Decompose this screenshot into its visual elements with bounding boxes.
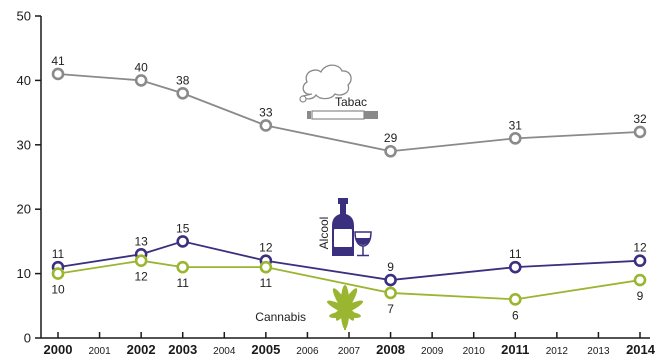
data-label-tabac: 40 bbox=[134, 60, 148, 74]
series-name-tabac: Tabac bbox=[335, 95, 367, 109]
x-tick-label: 2005 bbox=[251, 342, 280, 357]
data-point-tabac bbox=[176, 86, 190, 100]
x-tick-label: 2002 bbox=[127, 342, 156, 357]
y-tick-label: 40 bbox=[17, 73, 31, 88]
data-point-cannabis bbox=[508, 293, 522, 306]
data-label-alcool: 11 bbox=[509, 247, 522, 261]
axes: 0 10 20 30 40 50 2000 2001 2002 2003 2004 2005 2006 2… bbox=[17, 9, 656, 358]
data-point-tabac bbox=[633, 125, 647, 139]
data-label-cannabis: 10 bbox=[51, 283, 65, 297]
series-tabac: 41 40 38 33 29 31 32 bbox=[51, 54, 647, 158]
data-label-tabac: 31 bbox=[509, 118, 523, 132]
data-label-alcool: 11 bbox=[52, 247, 65, 261]
data-label-cannabis: 11 bbox=[260, 276, 273, 290]
x-tick-label: 2011 bbox=[501, 342, 529, 357]
data-label-alcool: 15 bbox=[176, 221, 190, 235]
data-point-cannabis bbox=[633, 273, 647, 287]
data-label-cannabis: 7 bbox=[387, 302, 394, 316]
data-label-cannabis: 9 bbox=[637, 289, 644, 303]
y-tick-label: 50 bbox=[17, 9, 31, 24]
x-tick-label: 2006 bbox=[296, 346, 319, 357]
data-point-cannabis bbox=[51, 267, 65, 280]
data-point-alcool bbox=[176, 235, 190, 248]
data-point-tabac bbox=[508, 132, 522, 145]
data-label-tabac: 29 bbox=[384, 131, 398, 145]
x-tick-label: 2004 bbox=[213, 346, 236, 357]
x-tick-label: 2001 bbox=[88, 346, 111, 357]
data-label-tabac: 33 bbox=[259, 105, 273, 119]
cannabis-leaf-icon bbox=[326, 285, 364, 330]
x-tick-label: 2008 bbox=[376, 342, 405, 357]
data-point-tabac bbox=[134, 74, 148, 87]
x-tick-label: 2003 bbox=[168, 342, 197, 357]
series-cannabis: 10 12 11 11 7 6 9 bbox=[51, 254, 647, 322]
data-label-alcool: 13 bbox=[134, 234, 148, 248]
data-point-alcool bbox=[384, 273, 397, 287]
x-tick-label: 2000 bbox=[44, 342, 73, 357]
data-point-tabac bbox=[384, 144, 397, 158]
x-tick-label: 2010 bbox=[463, 346, 486, 357]
data-label-alcool: 12 bbox=[259, 241, 273, 255]
data-label-cannabis: 6 bbox=[512, 308, 519, 322]
data-point-cannabis bbox=[384, 286, 397, 300]
wine-bottle-glass-icon bbox=[332, 198, 372, 257]
data-label-tabac: 32 bbox=[633, 112, 647, 126]
series-name-alcool: Alcool bbox=[317, 217, 331, 250]
data-label-alcool: 9 bbox=[387, 260, 394, 274]
data-label-cannabis: 12 bbox=[134, 270, 148, 284]
x-tick-label: 2013 bbox=[587, 346, 610, 357]
series-group: 41 40 38 33 29 31 32 11 13 15 12 9 11 12 10 12 11 11 7 6 9 bbox=[51, 54, 647, 322]
data-point-alcool bbox=[633, 254, 647, 268]
data-point-tabac bbox=[259, 119, 273, 132]
x-tick-label: 2007 bbox=[338, 346, 361, 357]
y-tick-label: 20 bbox=[17, 202, 31, 217]
data-label-alcool: 12 bbox=[633, 241, 647, 255]
data-point-alcool bbox=[508, 260, 522, 274]
y-tick-label: 0 bbox=[24, 331, 31, 346]
series-name-cannabis: Cannabis bbox=[255, 310, 306, 324]
data-point-tabac bbox=[51, 67, 65, 81]
series-name-labels: Tabac Alcool Cannabis bbox=[255, 95, 367, 324]
y-tick-label: 30 bbox=[17, 137, 31, 152]
x-tick-label: 2014 bbox=[626, 342, 656, 357]
data-point-cannabis bbox=[134, 254, 148, 268]
x-tick-label: 2009 bbox=[421, 346, 444, 357]
data-point-cannabis bbox=[176, 260, 190, 274]
data-label-cannabis: 11 bbox=[176, 276, 189, 290]
y-tick-label: 10 bbox=[17, 266, 31, 281]
data-label-tabac: 41 bbox=[51, 54, 65, 68]
x-tick-label: 2012 bbox=[546, 346, 569, 357]
data-point-cannabis bbox=[259, 260, 273, 274]
cigarette-smoke-icon bbox=[299, 64, 378, 120]
data-label-tabac: 38 bbox=[176, 73, 190, 87]
